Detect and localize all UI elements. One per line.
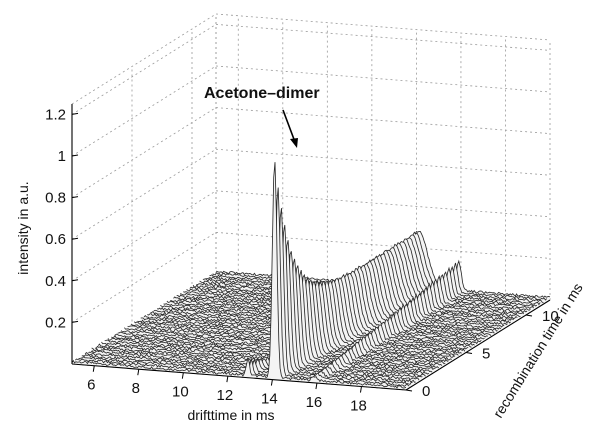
surface-line [71, 162, 407, 389]
x-tick [315, 382, 318, 390]
x-tick-label: 16 [306, 394, 323, 411]
peak-annotation: Acetone–dimer [204, 85, 320, 148]
surface-strip [117, 282, 452, 362]
surface-strip [111, 281, 446, 366]
grid-line [215, 65, 551, 93]
grid-line [71, 148, 217, 240]
z-tick [71, 237, 79, 240]
surface-mesh [71, 162, 551, 390]
grid-line [71, 190, 217, 282]
x-tick-label: 18 [350, 398, 367, 415]
y-tick [525, 314, 533, 317]
y-tick-label: 5 [482, 346, 490, 363]
surface-line [75, 187, 410, 387]
x-tick-label: 6 [87, 377, 95, 394]
grid-line [215, 232, 551, 259]
z-tick [71, 320, 79, 323]
z-tick [71, 112, 79, 115]
y-tick-label: 0 [422, 383, 430, 400]
surface-line [97, 269, 433, 373]
x-tick [359, 386, 362, 393]
z-axis-label: intensity in a.u. [15, 181, 31, 274]
z-tick [71, 154, 79, 157]
surface-line [101, 273, 436, 371]
tick-labels: 6 8 10 12 14 16 18 0 5 10 0.2 0.4 0.6 0.8 1 1.2 [45, 106, 559, 414]
x-axis-label: drifttime in ms [187, 407, 274, 423]
x-tick-label: 8 [132, 380, 140, 397]
x-tick [181, 372, 184, 379]
y-tick-label: 10 [542, 308, 559, 325]
x-tick-label: 10 [172, 384, 189, 401]
grid-line [215, 24, 551, 51]
x-tick [137, 369, 140, 376]
grid-line [71, 107, 217, 198]
annotation-acetone-dimer: Acetone–dimer [204, 85, 320, 102]
z-tick [71, 279, 79, 282]
z-tick-label: 1.2 [45, 106, 66, 123]
x-tick-label: 14 [261, 391, 278, 408]
z-tick [71, 196, 79, 199]
z-tick-label: 0.8 [45, 190, 66, 207]
grid-line [71, 24, 217, 115]
x-tick [226, 376, 229, 383]
z-tick-label: 0.2 [45, 314, 66, 331]
surface-strip [114, 280, 449, 364]
grid-line [71, 65, 217, 157]
z-tick-label: 0.6 [45, 231, 66, 248]
y-tick [405, 389, 413, 392]
grid-line [215, 13, 551, 41]
grid-line [215, 190, 551, 218]
x-axis-line [71, 363, 407, 391]
x-tick-label: 12 [217, 387, 234, 404]
grid-line [215, 107, 551, 134]
annotation-arrow-head [290, 138, 298, 148]
annotation-arrow-line [282, 109, 296, 143]
grid-line [71, 232, 217, 323]
grid-line [71, 13, 217, 105]
z-tick-label: 1 [58, 148, 66, 165]
x-tick [270, 379, 273, 386]
x-tick [92, 365, 95, 372]
z-tick-label: 0.4 [45, 273, 66, 290]
grid-line [215, 148, 551, 176]
y-tick [465, 352, 473, 354]
